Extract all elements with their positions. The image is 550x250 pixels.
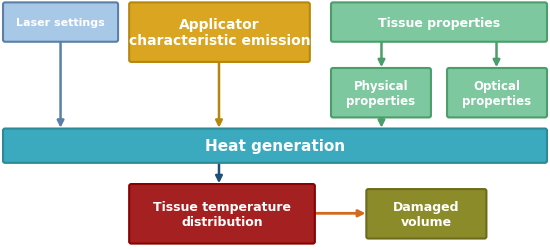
FancyBboxPatch shape [129, 184, 315, 244]
Text: Tissue temperature
distribution: Tissue temperature distribution [153, 200, 291, 228]
FancyBboxPatch shape [447, 69, 547, 118]
FancyBboxPatch shape [3, 129, 547, 163]
Text: Physical
properties: Physical properties [346, 80, 416, 107]
Text: Damaged
volume: Damaged volume [393, 200, 460, 228]
Text: Tissue properties: Tissue properties [378, 16, 500, 30]
Text: Applicator
characteristic emission: Applicator characteristic emission [129, 18, 310, 48]
FancyBboxPatch shape [331, 4, 547, 42]
FancyBboxPatch shape [331, 69, 431, 118]
FancyBboxPatch shape [3, 4, 118, 42]
FancyBboxPatch shape [129, 4, 310, 63]
Text: Laser settings: Laser settings [16, 18, 105, 28]
Text: Heat generation: Heat generation [205, 139, 345, 154]
Text: Optical
properties: Optical properties [463, 80, 532, 107]
FancyBboxPatch shape [366, 189, 486, 238]
